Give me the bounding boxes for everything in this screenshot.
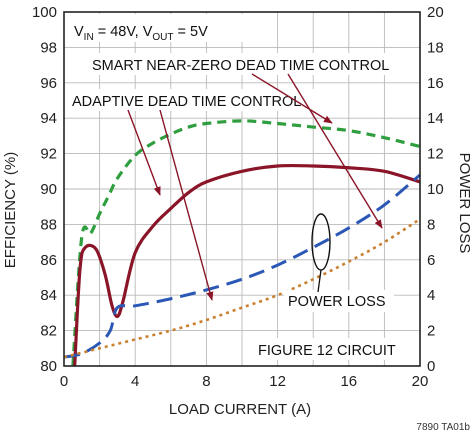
x-tick-label: 16 bbox=[340, 373, 357, 390]
y-right-tick-label: 10 bbox=[427, 181, 444, 198]
y-right-tick-label: 18 bbox=[427, 39, 444, 56]
adaptive-dead-time-label: ADAPTIVE DEAD TIME CONTROL bbox=[72, 94, 301, 110]
y-right-tick-label: 0 bbox=[427, 358, 435, 375]
plot-frame bbox=[63, 11, 421, 367]
v-in-value: = 48V, V bbox=[94, 24, 153, 40]
y-left-tick-label: 80 bbox=[40, 358, 57, 375]
y-axis-right-title: POWER LOSS bbox=[456, 153, 473, 254]
y-left-tick-label: 92 bbox=[40, 146, 57, 163]
y-left-tick-label: 98 bbox=[40, 39, 57, 56]
y-right-tick-label: 4 bbox=[427, 287, 435, 304]
arrow-smart-to-power-loss bbox=[287, 73, 383, 229]
y-right-tick-label: 20 bbox=[427, 4, 444, 21]
y-right-tick-label: 2 bbox=[427, 323, 435, 340]
arrow-smart-to-efficiency bbox=[251, 73, 333, 124]
tick-labels: 0 4 8 12 16 20 80 82 84 86 88 90 92 94 96 98 100 0 2 4 6 8 10 1… bbox=[32, 4, 444, 390]
x-tick-label: 0 bbox=[60, 373, 68, 390]
v-in-subscript: IN bbox=[84, 32, 94, 43]
conditions-label: VIN = 48V, VOUT = 5V bbox=[74, 24, 208, 43]
conditions-bg bbox=[70, 14, 254, 42]
y-right-tick-label: 8 bbox=[427, 216, 435, 233]
x-tick-label: 4 bbox=[131, 373, 139, 390]
annotations: VIN = 48V, VOUT = 5V SMART NEAR-ZERO DEA… bbox=[68, 14, 470, 433]
y-left-tick-label: 82 bbox=[40, 323, 57, 340]
y-left-tick-label: 96 bbox=[40, 75, 57, 92]
series-line-adaptive-efficiency bbox=[73, 163, 421, 367]
x-tick-label: 8 bbox=[202, 373, 210, 390]
v-out-value: = 5V bbox=[174, 24, 209, 40]
series-line-smart-power-loss bbox=[63, 173, 421, 359]
y-left-tick-label: 94 bbox=[40, 110, 57, 127]
power-loss-label: POWER LOSS bbox=[288, 294, 386, 310]
figure-id: 7890 TA01b bbox=[416, 422, 470, 433]
x-tick-label: 12 bbox=[269, 373, 286, 390]
y-left-tick-label: 90 bbox=[40, 181, 57, 198]
y-right-tick-label: 16 bbox=[427, 75, 444, 92]
y-right-tick-label: 12 bbox=[427, 146, 444, 163]
x-axis-title: LOAD CURRENT (A) bbox=[169, 401, 311, 418]
y-axis-left-title: EFFICIENCY (%) bbox=[2, 152, 19, 268]
smart-dead-time-label: SMART NEAR-ZERO DEAD TIME CONTROL bbox=[92, 58, 389, 74]
v-in-letter: V bbox=[74, 24, 84, 40]
y-left-tick-label: 86 bbox=[40, 252, 57, 269]
series-layer bbox=[63, 119, 421, 367]
y-left-tick-label: 84 bbox=[40, 287, 57, 304]
series-line-adaptive-power-loss bbox=[63, 217, 421, 359]
power-loss-label-bg bbox=[284, 290, 394, 312]
y-left-tick-label: 88 bbox=[40, 216, 57, 233]
figure-circuit-label: FIGURE 12 CIRCUIT bbox=[258, 343, 396, 359]
power-loss-pointer bbox=[317, 269, 322, 293]
y-left-tick-label: 100 bbox=[32, 4, 57, 21]
v-out-subscript: OUT bbox=[152, 32, 173, 43]
arrow-adaptive-to-power-loss bbox=[159, 109, 214, 301]
y-right-tick-label: 14 bbox=[427, 110, 444, 127]
adaptive-label-bg bbox=[68, 89, 334, 111]
circuit-label-bg bbox=[252, 338, 414, 360]
y-right-tick-label: 6 bbox=[427, 252, 435, 269]
arrow-adaptive-to-efficiency bbox=[127, 109, 161, 196]
series-line-smart-efficiency bbox=[71, 119, 421, 367]
x-tick-label: 20 bbox=[412, 373, 429, 390]
smart-label-bg bbox=[87, 53, 413, 75]
